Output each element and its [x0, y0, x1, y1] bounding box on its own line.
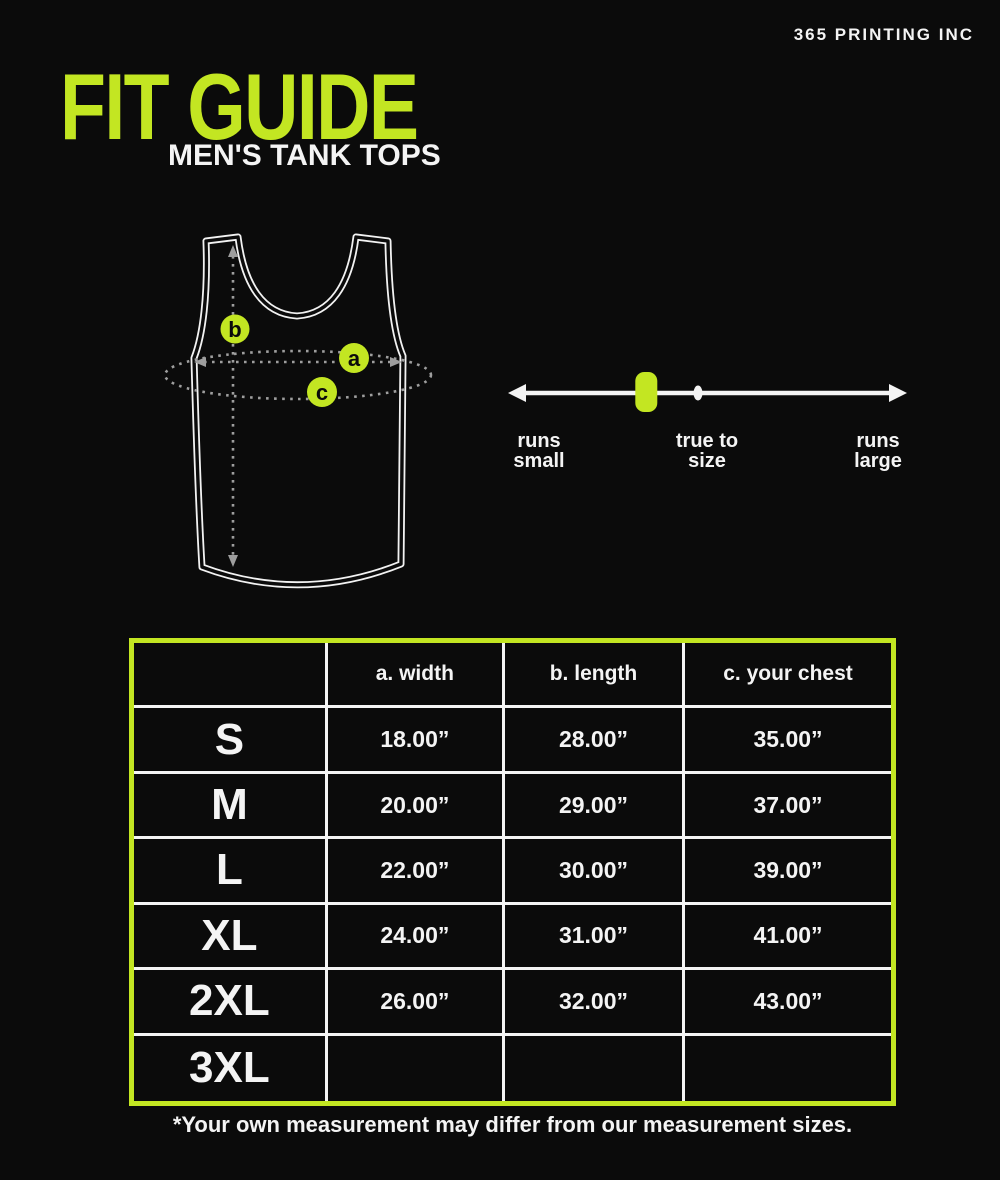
true-to-size-dot: [693, 385, 703, 401]
size-table-row-chest: 35.00”: [685, 708, 891, 774]
size-table-header-empty: [134, 643, 328, 709]
size-table-row-chest: [685, 1036, 891, 1101]
size-table-row-width: 26.00”: [327, 970, 505, 1036]
size-table-row-length: 30.00”: [504, 839, 686, 905]
size-table-row-length: 29.00”: [504, 773, 686, 840]
size-table-row-chest: 39.00”: [685, 839, 891, 905]
marker-a-circle: [339, 343, 369, 373]
fit-scale: [508, 372, 907, 412]
marker-c-letter: c: [316, 380, 328, 405]
size-table-row-width: 18.00”: [327, 708, 505, 774]
size-table-row-size: M: [134, 773, 328, 840]
size-table-row-length: 32.00”: [504, 970, 686, 1036]
size-table-row-size: 2XL: [134, 970, 328, 1036]
size-table-row-width: 20.00”: [327, 773, 505, 840]
tank-outline-inner: [192, 235, 405, 587]
fit-scale-label-runs-small: runs small: [513, 430, 565, 472]
size-table-row-length: [505, 1035, 686, 1101]
size-table-row-chest: 41.00”: [685, 905, 891, 971]
page-title: FIT GUIDE: [60, 54, 419, 159]
width-arrow-left: [194, 357, 206, 367]
width-arrow-right: [390, 357, 402, 367]
length-arrow-down: [228, 555, 238, 567]
marker-c-circle: [307, 377, 337, 407]
fit-scale-label-true-to-size: true to size: [675, 430, 739, 472]
size-table-row-size: S: [134, 708, 328, 774]
marker-a-letter: a: [348, 346, 361, 371]
size-table-row-length: 31.00”: [504, 904, 686, 971]
size-table-row-chest: 37.00”: [685, 774, 891, 840]
size-table-header-length: b. length: [504, 643, 686, 709]
brand-name: 365 PRINTING INC: [793, 25, 974, 44]
page-subtitle: MEN'S TANK TOPS: [168, 139, 441, 172]
size-table-row-width: [328, 1035, 505, 1101]
size-table-row-width: 22.00”: [327, 839, 505, 905]
tank-top-diagram: b a c: [163, 233, 433, 589]
fit-scale-arrow-left: [508, 384, 526, 402]
size-table-row-size: XL: [134, 904, 328, 971]
size-table: a. width b. length c. your chest S 18.00…: [129, 638, 896, 1106]
length-arrow-up: [228, 245, 238, 257]
size-table-header-chest: c. your chest: [685, 643, 891, 709]
size-table-row-size: L: [134, 839, 328, 905]
size-table-header-width: a. width: [327, 643, 505, 709]
fit-scale-arrow-right: [889, 384, 907, 402]
size-table-row-size: 3XL: [134, 1035, 328, 1101]
size-table-row-chest: 43.00”: [685, 970, 891, 1036]
marker-b-circle: [220, 314, 250, 344]
fit-marker-pill: [635, 372, 658, 412]
measurement-disclaimer: *Your own measurement may differ from ou…: [172, 1112, 853, 1137]
chest-measure-ellipse: [163, 349, 433, 401]
size-table-row-width: 24.00”: [327, 904, 505, 971]
tank-outline: [190, 233, 407, 589]
fit-scale-label-runs-large: runs large: [854, 430, 902, 472]
size-table-row-length: 28.00”: [504, 708, 686, 774]
marker-b-letter: b: [228, 317, 241, 342]
